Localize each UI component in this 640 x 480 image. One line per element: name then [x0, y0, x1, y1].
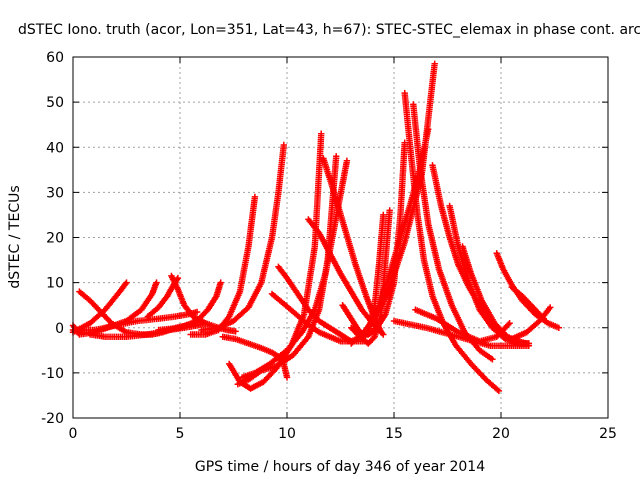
y-tick-label: 50 [46, 95, 64, 111]
plot-frame [72, 56, 609, 419]
data-series [493, 250, 562, 331]
x-tick-label: 20 [492, 426, 510, 442]
x-tick-label: 0 [69, 426, 78, 442]
y-tick-label: -10 [41, 366, 64, 382]
y-tick-label: 10 [46, 276, 64, 292]
x-tick-label: 25 [599, 426, 617, 442]
plus-markers [198, 141, 287, 334]
plus-markers [155, 279, 224, 334]
plus-markers [508, 283, 547, 322]
y-tick-label: 0 [55, 321, 64, 337]
x-axis-label: GPS time / hours of day 346 of year 2014 [195, 459, 485, 475]
y-axis-label: dSTEC / TECUs [7, 185, 23, 288]
data-series [401, 89, 503, 395]
x-tick-label: 15 [385, 426, 403, 442]
data-marks [69, 60, 562, 395]
tick-labels: 0 5 10 15 20 25 -20 -10 0 10 20 30 40 50 60 [41, 50, 617, 442]
data-series [390, 317, 532, 349]
x-tick-label: 5 [176, 426, 185, 442]
data-series [155, 279, 224, 334]
plus-markers [401, 89, 503, 395]
data-series [198, 141, 287, 334]
y-tick-label: 60 [46, 50, 64, 66]
y-tick-label: 40 [46, 140, 64, 156]
plus-markers [493, 250, 562, 331]
y-tick-label: 30 [46, 185, 64, 201]
grid [73, 57, 608, 418]
plus-markers [219, 333, 291, 381]
y-tick-label: -20 [41, 411, 64, 427]
x-tick-label: 10 [278, 426, 296, 442]
data-series [219, 333, 291, 381]
chart-title: dSTEC Iono. truth (acor, Lon=351, Lat=43… [18, 22, 640, 38]
plus-markers [390, 317, 532, 349]
data-series [508, 283, 547, 322]
y-tick-label: 20 [46, 231, 64, 247]
